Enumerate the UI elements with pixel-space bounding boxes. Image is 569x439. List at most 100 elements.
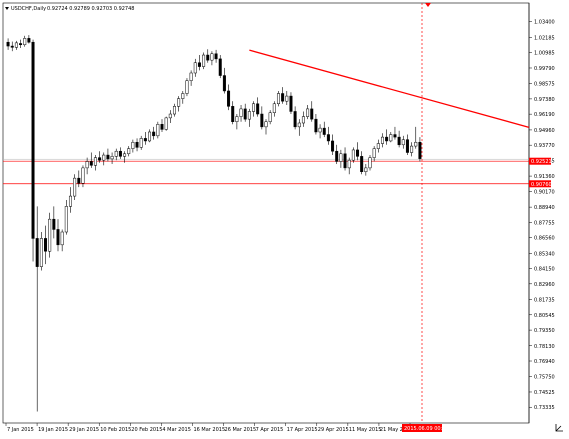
time-tick-label: 16 Mar 2015 xyxy=(193,427,225,433)
candle-body xyxy=(272,103,276,113)
candle-body xyxy=(231,106,235,122)
candle xyxy=(222,67,226,94)
ohlc-text: 0.92724 0.92789 0.92703 0.92748 xyxy=(47,6,134,12)
price-tick-label: 0.78130 xyxy=(534,344,555,350)
price-tick-label: 0.74525 xyxy=(534,390,555,396)
candle-body xyxy=(268,112,272,122)
candle-body xyxy=(185,80,189,94)
candle xyxy=(260,106,264,130)
candle xyxy=(14,40,18,50)
candle xyxy=(85,157,89,175)
candle xyxy=(380,133,384,148)
candle-body xyxy=(210,53,214,61)
price-tick-label: 0.80545 xyxy=(534,313,555,319)
candle-body xyxy=(326,134,330,142)
candle xyxy=(44,225,48,265)
candle-body xyxy=(123,153,127,157)
candle xyxy=(210,51,214,66)
candle-body xyxy=(372,148,376,158)
candle xyxy=(123,151,127,163)
candle-body xyxy=(385,136,389,142)
candle xyxy=(410,142,414,157)
candle xyxy=(52,206,56,239)
price-tick-label: 0.96190 xyxy=(534,112,555,118)
candle xyxy=(168,110,172,124)
price-tick-label: 0.93770 xyxy=(534,143,555,149)
price-tick-label: 0.85340 xyxy=(534,251,555,257)
autoscroll-icon[interactable] xyxy=(555,424,563,432)
candle xyxy=(268,110,272,125)
candle xyxy=(339,149,343,168)
plot-area[interactable] xyxy=(2,2,530,424)
candle-body xyxy=(98,157,102,161)
candle xyxy=(189,70,193,86)
candle-body xyxy=(418,141,422,159)
candle xyxy=(385,129,389,145)
trendline-layer[interactable] xyxy=(249,49,530,129)
candle-body xyxy=(347,159,351,169)
candle-body xyxy=(322,127,326,135)
candle xyxy=(135,138,139,152)
candle xyxy=(68,187,72,213)
candle-body xyxy=(314,118,318,133)
candle-body xyxy=(301,116,305,124)
time-tick-label: 17 Apr 2015 xyxy=(287,427,318,433)
candle xyxy=(272,101,276,117)
candle-body xyxy=(110,156,114,160)
candle xyxy=(214,49,218,63)
price-tick-label: 0.73335 xyxy=(534,405,555,411)
candle xyxy=(231,101,235,125)
candle xyxy=(314,114,318,135)
candle xyxy=(185,78,189,97)
candle xyxy=(172,103,176,117)
price-tick-label: 0.88940 xyxy=(534,205,555,211)
candle xyxy=(106,148,110,162)
time-tick-label: 29 Apr 2015 xyxy=(318,427,349,433)
candle-body xyxy=(339,153,343,162)
candle-body xyxy=(285,95,289,102)
candle-body xyxy=(281,93,285,102)
candle xyxy=(56,219,60,252)
price-tick-label: 0.79350 xyxy=(534,328,555,334)
candle-body xyxy=(235,116,239,122)
time-tick-label: 11 May 2015 xyxy=(349,427,382,433)
candle-body xyxy=(256,103,260,115)
candle-body xyxy=(310,108,314,120)
candle xyxy=(31,39,35,262)
price-tick-label: 1.03400 xyxy=(534,20,555,26)
dropdown-icon[interactable] xyxy=(5,7,9,10)
candle-body xyxy=(380,136,384,144)
candle-body xyxy=(289,95,293,112)
candle xyxy=(39,232,43,271)
price-tick-label: 0.81735 xyxy=(534,298,555,304)
candle-body xyxy=(102,154,106,161)
candle xyxy=(64,199,68,235)
candle-body xyxy=(393,134,397,138)
candle-body xyxy=(114,150,118,157)
candle xyxy=(376,139,380,153)
candle-body xyxy=(351,149,355,161)
candle xyxy=(193,58,197,77)
candle xyxy=(252,101,256,117)
candle xyxy=(281,87,285,104)
svg-text:2015.06.09 00:00: 2015.06.09 00:00 xyxy=(404,426,449,432)
candle-body xyxy=(139,138,143,148)
candle xyxy=(131,139,135,153)
candle xyxy=(418,137,422,162)
price-tick-label: 0.84150 xyxy=(534,267,555,273)
candle xyxy=(181,90,185,104)
scroll-marker-icon[interactable] xyxy=(425,3,431,7)
symbol-label: USDCHF,Daily xyxy=(11,6,46,12)
candle-body xyxy=(89,161,93,166)
candle xyxy=(368,155,372,171)
candle-body xyxy=(193,62,197,74)
candle xyxy=(156,121,160,139)
price-tick-label: 1.00985 xyxy=(534,51,555,57)
candle xyxy=(143,131,147,145)
candle-body xyxy=(227,90,231,107)
trendline[interactable] xyxy=(249,49,530,129)
candle xyxy=(114,148,118,161)
candle-body xyxy=(31,41,35,239)
